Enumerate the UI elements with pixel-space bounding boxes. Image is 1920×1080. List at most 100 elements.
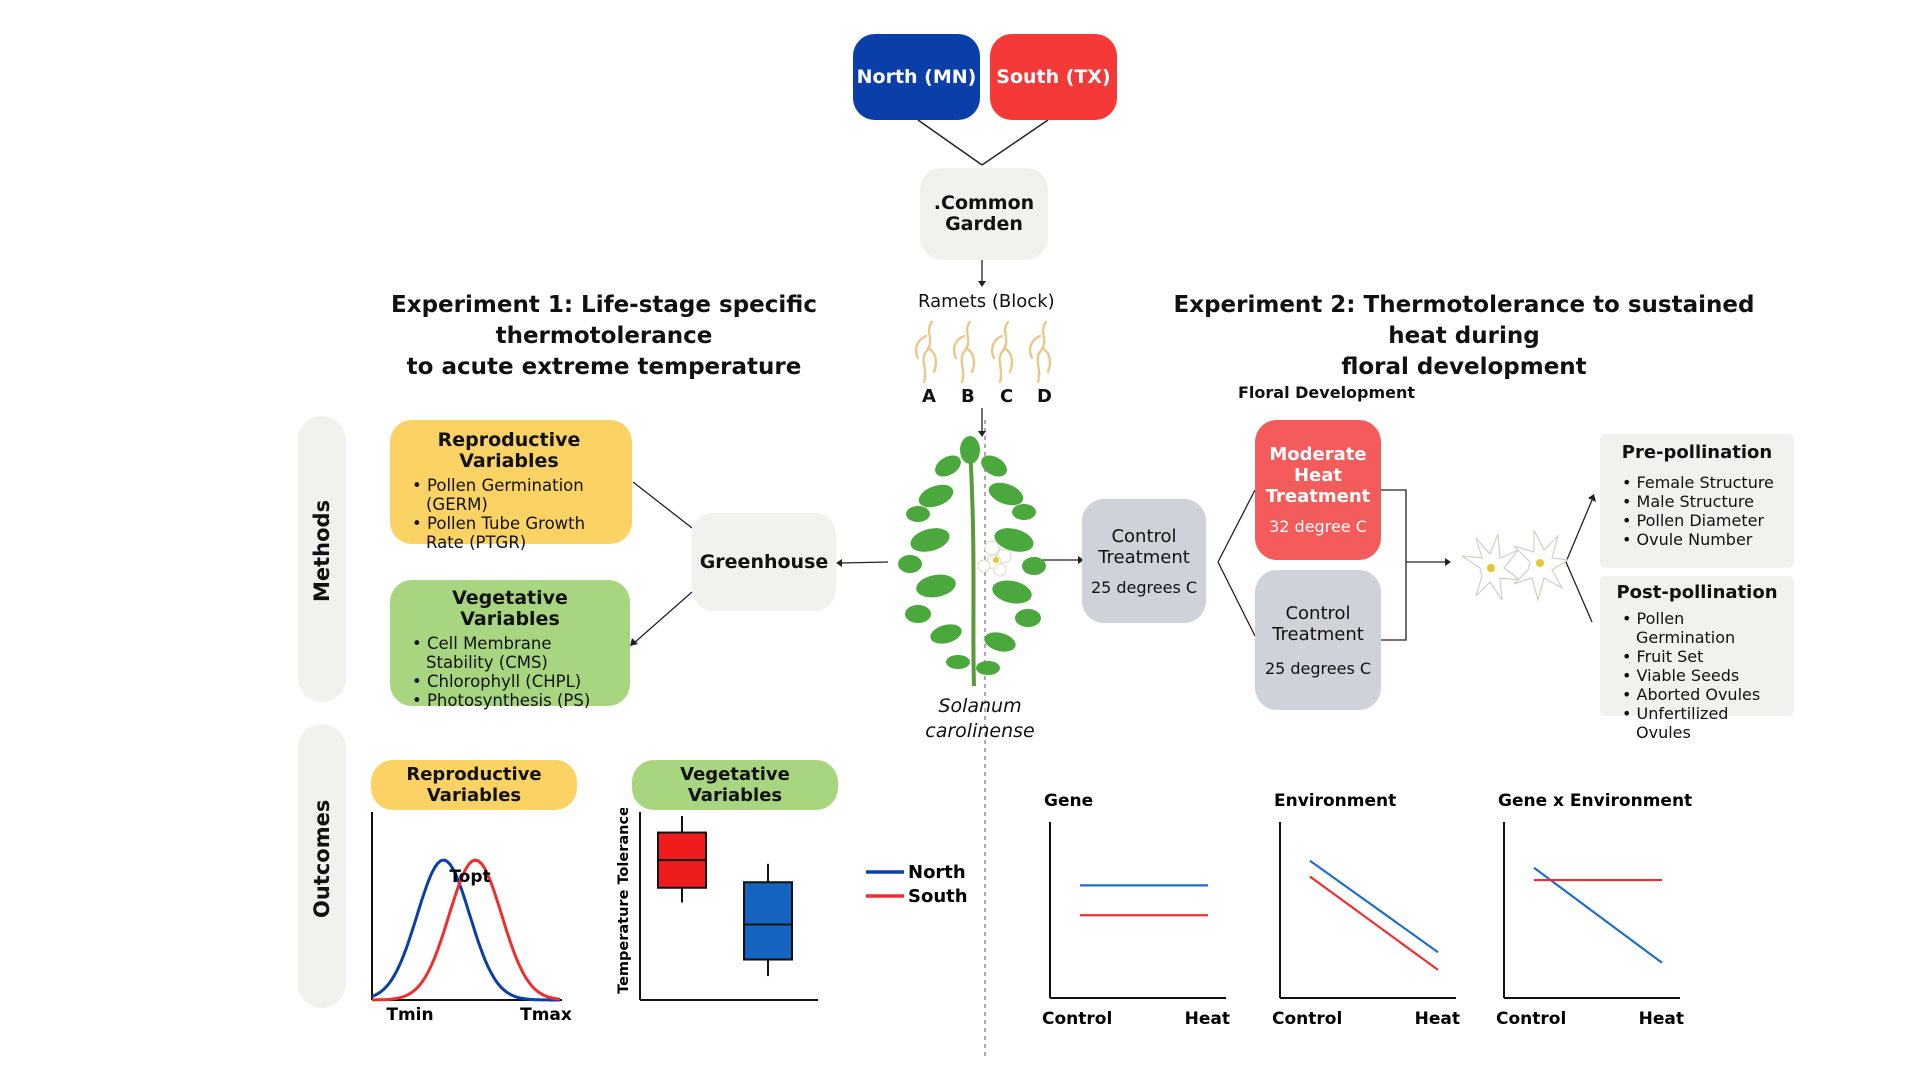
experiment-1-title-line2: to acute extreme temperature: [406, 354, 802, 380]
list-item: Pollen Tube Growth Rate (PTGR): [400, 514, 618, 552]
reproductive-variables-box: Reproductive Variables Pollen Germinatio…: [390, 420, 632, 552]
post-pollination-title: Post-pollination: [1616, 582, 1778, 603]
x-tick-label: Control: [1496, 1009, 1566, 1029]
plant-species: carolinense: [925, 720, 1035, 742]
temperature-tolerance-boxplot: Temperature Tolerance: [616, 808, 818, 1001]
control-treatment-right-title: Control Treatment: [1272, 602, 1364, 645]
gene-chart: Gene Control Heat: [1042, 791, 1230, 1029]
ramets-label: Ramets (Block): [918, 291, 1055, 312]
x-tick-label: Tmin: [386, 1005, 433, 1025]
list-item: Female Structure: [1610, 473, 1784, 492]
thermal-performance-chart: Topt Tmin Tmax: [371, 812, 572, 1025]
experiment-2-title-line2: floral development: [1341, 354, 1587, 380]
south-origin-label: South (TX): [996, 66, 1111, 88]
list-item: Male Structure: [1610, 492, 1784, 511]
list-item: Aborted Ovules: [1610, 685, 1784, 704]
floral-development-label: Floral Development: [1238, 383, 1416, 402]
plant-genus: Solanum: [938, 695, 1022, 717]
list-item: Chlorophyll (CHPL): [400, 672, 620, 691]
outcomes-label: Outcomes: [310, 799, 334, 918]
plant-flowers: [977, 540, 1012, 577]
moderate-heat-temp: 32 degree C: [1269, 517, 1367, 536]
line-control-to-control: [1217, 561, 1256, 637]
methods-label: Methods: [310, 499, 334, 602]
list-item: Pollen Germination: [1610, 609, 1784, 647]
outcome-reproductive-label-box: Reproductive Variables: [371, 760, 577, 810]
peak-label: Topt: [449, 867, 490, 887]
control-treatment-center-title: Control Treatment: [1098, 525, 1190, 568]
control-treatment-right-box: Control Treatment 25 degrees C: [1255, 570, 1381, 710]
pre-pollination-title: Pre-pollination: [1621, 442, 1773, 463]
greenhouse-box: Greenhouse: [692, 513, 836, 611]
arrow-south-to-garden: [981, 119, 1049, 166]
x-tick-label: Control: [1272, 1009, 1342, 1029]
pre-pollination-box: Pre-pollination Female Structure Male St…: [1600, 434, 1794, 568]
environment-chart: Environment Control Heat: [1272, 791, 1460, 1029]
list-item: Ovule Number: [1610, 530, 1784, 549]
x-tick-label: Heat: [1185, 1009, 1230, 1029]
block-d-label: D: [1037, 386, 1052, 407]
legend: North South: [866, 862, 968, 907]
block-a-label: A: [922, 386, 936, 407]
y-axis-label: Temperature Tolerance: [616, 808, 632, 994]
north-origin-box: North (MN): [853, 34, 980, 120]
outcome-vegetative-label-box: Vegetative Variables: [632, 760, 838, 810]
list-item: Pollen Germination (GERM): [400, 476, 618, 514]
chart-title: Environment: [1274, 791, 1396, 811]
treatment-bracket: [1380, 489, 1407, 641]
box-north: [743, 881, 793, 961]
arrow-plant-to-greenhouse: [841, 561, 889, 564]
line-control-to-heat: [1217, 489, 1256, 563]
post-pollination-box: Post-pollination Pollen Germination Frui…: [1600, 576, 1794, 742]
arrow-north-to-garden: [917, 119, 983, 166]
control-treatment-center-box: Control Treatment 25 degrees C: [1082, 499, 1206, 623]
experiment-2-heading: Experiment 2: Thermotolerance to sustain…: [1152, 290, 1776, 383]
south-curve: [372, 858, 561, 1002]
x-tick-label: Heat: [1415, 1009, 1460, 1029]
line-flowers-to-post: [1565, 561, 1593, 623]
x-tick-label: Control: [1042, 1009, 1112, 1029]
legend-south-label: South: [908, 886, 968, 907]
root-icon: [914, 320, 1052, 384]
x-tick-label: Heat: [1639, 1009, 1684, 1029]
chart-title: Gene x Environment: [1498, 791, 1692, 811]
south-origin-box: South (TX): [990, 34, 1117, 120]
legend-north-label: North: [908, 862, 966, 883]
leaf-cluster: [898, 436, 1046, 675]
arrow-flowers-to-pre: [1565, 499, 1593, 563]
outcomes-sidebar: [298, 724, 346, 1008]
reproductive-variables-title: Reproductive Variables: [437, 429, 581, 472]
greenhouse-label: Greenhouse: [699, 550, 829, 573]
chart-title: Gene: [1044, 791, 1093, 811]
block-c-label: C: [1000, 386, 1014, 407]
block-b-label: B: [961, 386, 975, 407]
vegetative-variables-title: Vegetative Variables: [452, 587, 568, 630]
list-item: Photosynthesis (PS): [400, 691, 620, 710]
gene-environment-chart: Gene x Environment Control Heat: [1496, 791, 1692, 1029]
list-item: Unfertilized Ovules: [1610, 704, 1784, 742]
common-garden-label: .Common Garden: [933, 192, 1035, 235]
flower-icon: [1461, 529, 1568, 603]
series-line-north: [1309, 859, 1439, 954]
root-icons: [914, 320, 1052, 384]
outcome-vegetative-label: Vegetative Variables: [680, 764, 790, 806]
north-curve: [371, 858, 560, 1002]
north-origin-label: North (MN): [856, 66, 977, 88]
x-tick-label: Tmax: [520, 1005, 572, 1025]
experiment-1-title-line1: Experiment 1: Life-stage specific thermo…: [391, 292, 817, 349]
methods-sidebar: [298, 416, 346, 702]
common-garden-box: .Common Garden: [920, 168, 1048, 260]
control-treatment-center-temp: 25 degrees C: [1090, 577, 1198, 597]
outcome-reproductive-label: Reproductive Variables: [406, 764, 542, 806]
list-item: Viable Seeds: [1610, 666, 1784, 685]
moderate-heat-title: Moderate Heat Treatment: [1265, 444, 1371, 507]
list-item: Pollen Diameter: [1610, 511, 1784, 530]
arrow-greenhouse-to-veg: [633, 591, 693, 644]
experiment-2-title-line1: Experiment 2: Thermotolerance to sustain…: [1173, 292, 1755, 349]
flower-icons: [1461, 529, 1568, 603]
vegetative-variables-box: Vegetative Variables Cell Membrane Stabi…: [390, 580, 630, 710]
list-item: Fruit Set: [1610, 647, 1784, 666]
series-line-north: [1533, 866, 1663, 964]
moderate-heat-treatment-box: Moderate Heat Treatment 32 degree C: [1255, 420, 1381, 560]
